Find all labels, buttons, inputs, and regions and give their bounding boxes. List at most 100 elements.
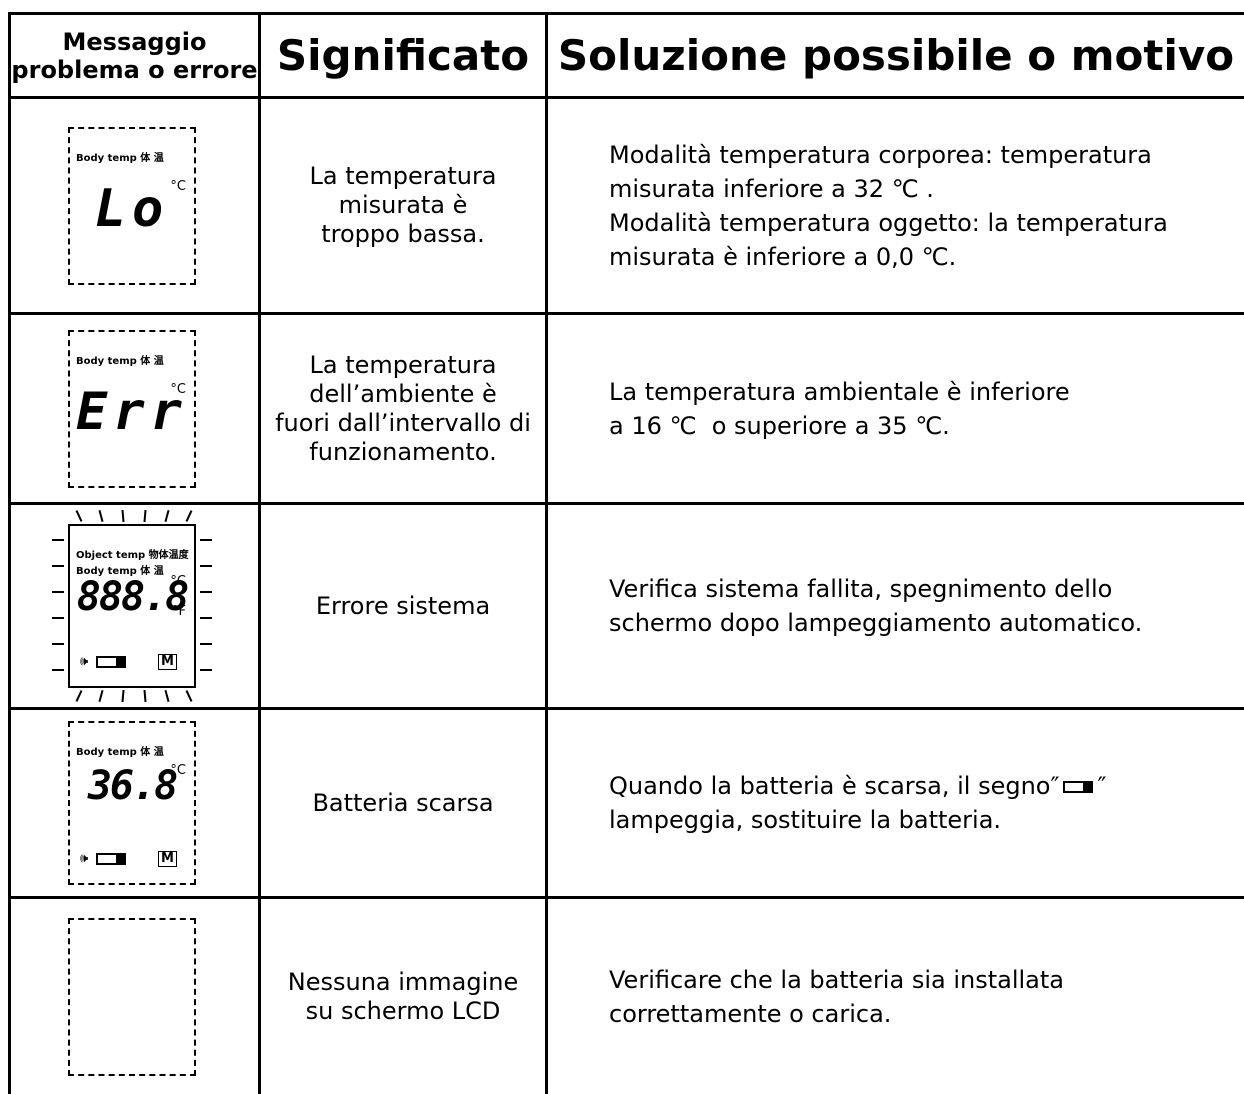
battery-icon (1063, 781, 1094, 793)
border (258, 12, 261, 1094)
lcd-display: Body temp 体 温 °C 36.8 🕪 M (68, 721, 196, 885)
flash-ray (98, 689, 104, 703)
lcd-readout: 888.8 (76, 574, 189, 620)
lcd-unit: °C (170, 763, 186, 778)
meaning-cell: La temperatura dell’ambiente è fuori dall’… (261, 315, 545, 502)
lcd-label: Body temp 体 温 (76, 355, 164, 367)
solution-cell: Verifica sistema fallita, spegnimento de… (609, 505, 1238, 707)
header-cell: Soluzione possibile o motivo (548, 15, 1244, 96)
lcd-unit: °C (170, 381, 186, 397)
flash-ray (75, 510, 83, 522)
lcd-icons: 🕪 (80, 654, 130, 669)
border (8, 96, 1244, 99)
meaning-cell: Batteria scarsa (261, 710, 545, 896)
text-line: schermo dopo lampeggiamento automatico. (609, 609, 1143, 637)
text-line: Modalità temperatura oggetto: la tempera… (609, 208, 1168, 237)
text-line: Soluzione possibile o motivo (557, 31, 1235, 80)
flash-ray (200, 539, 212, 541)
flash-ray (52, 643, 64, 645)
text-line: Messaggio (62, 27, 207, 56)
flash-ray (98, 509, 104, 523)
flash-ray (52, 591, 64, 593)
solution-cell: Modalità temperatura corporea: temperatu… (609, 99, 1238, 312)
meaning-cell: La temperatura misurata è troppo bassa. (261, 99, 545, 312)
speaker-icon: 🕪 (80, 654, 89, 669)
text: ″ (1097, 772, 1107, 800)
lcd-readout: Err (76, 381, 188, 442)
text-line: a 16 ℃ o superiore a 35 ℃. (609, 411, 950, 440)
flash-ray (52, 669, 64, 671)
border (545, 12, 548, 1094)
text-line: Significato (276, 31, 530, 80)
lcd-readout: Lo (94, 178, 170, 239)
flash-ray (52, 539, 64, 541)
flash-ray (121, 689, 125, 703)
flash-ray (52, 565, 64, 567)
lcd-unit: °C (170, 178, 186, 194)
header-cell: Messaggio problema o errore (11, 15, 258, 96)
flash-ray (185, 510, 193, 522)
lcd-display: Body temp 体 温 °C Lo (68, 126, 196, 285)
lcd-display: Body temp 体 温 °C Err (68, 329, 196, 488)
lcd-readout: 36.8 (87, 763, 178, 809)
border (8, 707, 1244, 710)
flash-ray (200, 643, 212, 645)
border (8, 312, 1244, 315)
flash-ray (121, 509, 125, 523)
flash-ray (164, 509, 170, 523)
text-line: Batteria scarsa (312, 788, 494, 817)
flash-ray (52, 617, 64, 619)
text-line: La temperatura (309, 162, 497, 190)
flash-ray (200, 565, 212, 567)
lcd-mode: M (158, 851, 177, 867)
flash-ray (164, 689, 170, 703)
lcd-display (68, 917, 196, 1076)
meaning-cell: Errore sistema (261, 505, 545, 707)
lcd-unit: °F (172, 604, 186, 619)
flash-ray (200, 669, 212, 671)
lcd-label: Body temp 体 温 (76, 747, 164, 758)
text-line: funzionamento. (309, 437, 497, 466)
text-line: Errore sistema (315, 591, 491, 620)
lcd-display: Object temp 物体温度 Body temp 体 温 °C °F 888.8 🕪 M (68, 524, 196, 688)
solution-cell: Verificare che la batteria sia installat… (609, 899, 1238, 1094)
flash-ray (200, 617, 212, 619)
text-line: dell’ambiente è (309, 379, 497, 408)
lcd-unit: °C (170, 574, 186, 589)
text-line: misurata inferiore a 32 ℃ . (609, 174, 934, 203)
text: Quando la batteria è scarsa, il segno″ (609, 772, 1060, 800)
battery-icon (96, 852, 127, 865)
text-line: Modalità temperatura corporea: temperatu… (609, 140, 1152, 169)
border (8, 12, 11, 1094)
text-line: Verificare che la batteria sia installat… (609, 965, 1064, 994)
lcd-label: Object temp 物体温度 (76, 550, 189, 561)
text-line: misurata è inferiore a 0,0 ℃. (609, 242, 957, 271)
border (8, 12, 1244, 15)
text-line: La temperatura (309, 350, 497, 379)
lcd-icons: 🕪 (80, 851, 130, 866)
flash-ray (75, 690, 83, 702)
text-line: misurata è (338, 191, 468, 219)
flash-ray (200, 591, 212, 593)
solution-cell: La temperatura ambientale è inferiore a 1… (609, 315, 1238, 502)
border (8, 502, 1244, 505)
lcd-label: Body temp 体 温 (76, 566, 164, 577)
text-line: Quando la batteria è scarsa, il segno″ ″ (609, 769, 1238, 803)
flash-ray (143, 689, 147, 703)
flash-ray (143, 509, 147, 523)
text-line: Nessuna immagine (287, 967, 519, 996)
text-line: correttamente o carica. (609, 999, 892, 1028)
lcd-mode: M (158, 654, 177, 670)
speaker-icon: 🕪 (80, 851, 89, 866)
text-line: La temperatura ambientale è inferiore (609, 377, 1070, 406)
battery-icon (96, 655, 127, 668)
border (8, 896, 1244, 899)
text-line: troppo bassa. (321, 220, 485, 248)
text-line: problema o errore (11, 55, 258, 84)
text-line: Verifica sistema fallita, spegnimento de… (609, 575, 1113, 603)
header-cell: Significato (261, 15, 545, 96)
flash-ray (185, 690, 193, 702)
solution-cell: Quando la batteria è scarsa, il segno″ ″ l… (609, 710, 1238, 896)
text-line: su schermo LCD (305, 996, 501, 1025)
